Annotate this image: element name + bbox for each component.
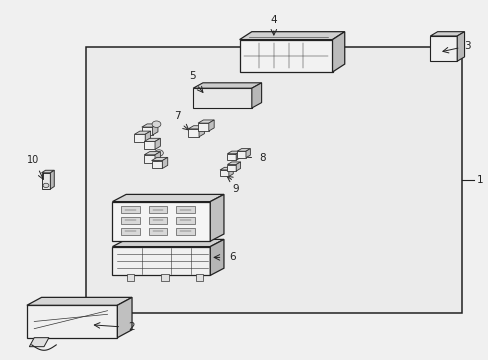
Polygon shape — [239, 32, 344, 40]
Text: 5: 5 — [188, 71, 195, 81]
Circle shape — [154, 150, 163, 156]
Polygon shape — [151, 157, 167, 161]
Polygon shape — [144, 155, 155, 163]
Polygon shape — [155, 138, 160, 149]
Text: 6: 6 — [228, 252, 235, 262]
Polygon shape — [27, 297, 132, 305]
Polygon shape — [198, 123, 208, 131]
Polygon shape — [227, 154, 236, 160]
Bar — [127, 274, 134, 281]
Polygon shape — [144, 141, 155, 149]
Bar — [148, 206, 167, 213]
Text: 7: 7 — [174, 111, 181, 121]
Polygon shape — [155, 152, 160, 163]
Polygon shape — [210, 239, 224, 275]
Polygon shape — [151, 161, 162, 168]
Bar — [121, 217, 140, 224]
Polygon shape — [50, 170, 54, 189]
Polygon shape — [162, 157, 167, 168]
Polygon shape — [134, 134, 145, 142]
Bar — [195, 274, 203, 281]
Polygon shape — [188, 129, 199, 137]
Polygon shape — [332, 32, 344, 72]
Polygon shape — [220, 170, 228, 176]
Polygon shape — [193, 88, 251, 108]
Polygon shape — [112, 239, 224, 247]
Polygon shape — [227, 151, 240, 154]
Polygon shape — [198, 120, 214, 123]
Polygon shape — [236, 162, 240, 171]
Bar — [176, 217, 194, 224]
Polygon shape — [188, 126, 204, 129]
Polygon shape — [145, 131, 150, 142]
Polygon shape — [227, 162, 240, 165]
Polygon shape — [208, 120, 214, 131]
Polygon shape — [112, 202, 210, 241]
Polygon shape — [144, 152, 160, 155]
Text: 2: 2 — [128, 322, 135, 332]
Polygon shape — [199, 126, 204, 137]
Circle shape — [43, 183, 49, 188]
Polygon shape — [210, 194, 224, 241]
Polygon shape — [142, 124, 158, 127]
Polygon shape — [134, 131, 150, 134]
Circle shape — [152, 121, 161, 127]
Polygon shape — [41, 173, 50, 189]
Polygon shape — [112, 247, 210, 275]
Text: 4: 4 — [270, 15, 277, 25]
Polygon shape — [429, 36, 456, 61]
Polygon shape — [112, 194, 224, 202]
Polygon shape — [41, 170, 54, 173]
Bar — [121, 206, 140, 213]
Bar — [148, 228, 167, 235]
Text: 3: 3 — [464, 41, 470, 51]
Bar — [121, 228, 140, 235]
Polygon shape — [117, 297, 132, 338]
Polygon shape — [228, 167, 233, 176]
Text: 9: 9 — [232, 184, 239, 194]
Polygon shape — [245, 149, 250, 158]
Text: 10: 10 — [27, 154, 40, 165]
Polygon shape — [29, 338, 49, 347]
Polygon shape — [456, 32, 464, 61]
Polygon shape — [144, 138, 160, 141]
Text: 1: 1 — [476, 175, 483, 185]
Polygon shape — [152, 124, 158, 135]
Bar — [148, 217, 167, 224]
Polygon shape — [220, 167, 233, 170]
Text: 8: 8 — [259, 153, 265, 163]
Bar — [85, 47, 461, 313]
Polygon shape — [227, 165, 236, 171]
Polygon shape — [27, 305, 117, 338]
Polygon shape — [237, 149, 250, 151]
Polygon shape — [251, 83, 261, 108]
Polygon shape — [236, 151, 240, 160]
Polygon shape — [142, 127, 152, 135]
Polygon shape — [239, 40, 332, 72]
Polygon shape — [237, 151, 245, 158]
Bar — [176, 206, 194, 213]
Polygon shape — [193, 83, 261, 88]
Polygon shape — [429, 32, 464, 36]
Bar — [161, 274, 168, 281]
Bar — [176, 228, 194, 235]
